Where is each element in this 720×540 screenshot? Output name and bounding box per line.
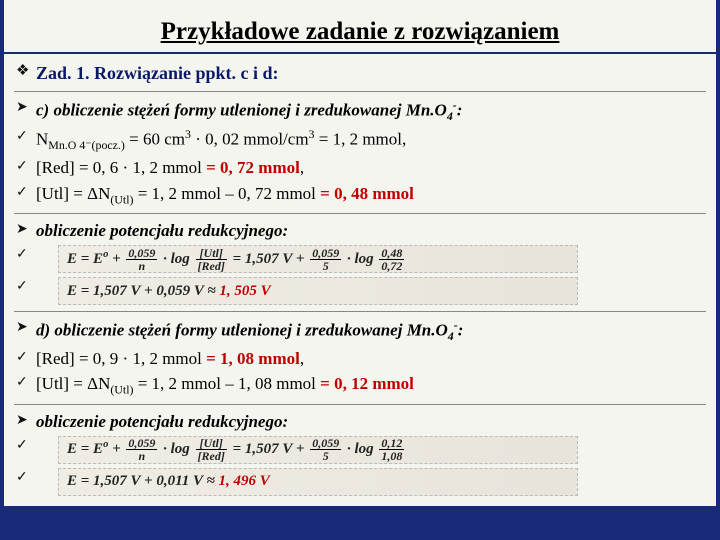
equation-2: E = 1,507 V + 0,059 V ≈ 1, 505 V (58, 277, 578, 305)
section-d-heading: d) obliczenie stężeń formy utlenionej i … (36, 318, 463, 344)
potential-heading-1: obliczenie potencjału redukcyjnego: (36, 220, 288, 241)
line-c1: NMn.O 4⁻(pocz.) = 60 cm3 · 0, 02 mmol/cm… (36, 127, 406, 153)
bullet-check (14, 157, 36, 176)
bullet-check (14, 373, 36, 392)
potential-heading-2: obliczenie potencjału redukcyjnego: (36, 411, 288, 432)
bullet-check (14, 348, 36, 367)
bullet-check (14, 183, 36, 202)
equation-3: E = Eo + 0,059n · log [Utl][Red] = 1,507… (58, 436, 578, 464)
slide-content: Zad. 1. Rozwiązanie ppkt. c i d: c) obli… (4, 54, 716, 506)
divider (14, 404, 706, 405)
bullet-arrow (14, 98, 36, 117)
divider (14, 311, 706, 312)
bullet-check (14, 127, 36, 146)
bullet-diamond (14, 62, 36, 81)
divider (14, 213, 706, 214)
bullet-check (14, 436, 36, 455)
section-c-heading: c) obliczenie stężeń formy utlenionej i … (36, 98, 462, 124)
line-c3: [Utl] = ΔN(Utl) = 1, 2 mmol – 0, 72 mmol… (36, 183, 414, 207)
bullet-check (14, 245, 36, 264)
bullet-arrow (14, 220, 36, 239)
bullet-check (14, 468, 36, 487)
line-c2: [Red] = 0, 6 · 1, 2 mmol = 0, 72 mmol, (36, 157, 304, 178)
bullet-arrow (14, 318, 36, 337)
bullet-check (14, 277, 36, 296)
heading-zad1: Zad. 1. Rozwiązanie ppkt. c i d: (36, 62, 279, 85)
bullet-arrow (14, 411, 36, 430)
slide-title: Przykładowe zadanie z rozwiązaniem (4, 0, 716, 54)
equation-4: E = 1,507 V + 0,011 V ≈ 1, 496 V (58, 468, 578, 496)
line-d1: [Red] = 0, 9 · 1, 2 mmol = 1, 08 mmol, (36, 348, 304, 369)
divider (14, 91, 706, 92)
equation-1: E = Eo + 0,059n · log [Utl][Red] = 1,507… (58, 245, 578, 273)
line-d2: [Utl] = ΔN(Utl) = 1, 2 mmol – 1, 08 mmol… (36, 373, 414, 397)
